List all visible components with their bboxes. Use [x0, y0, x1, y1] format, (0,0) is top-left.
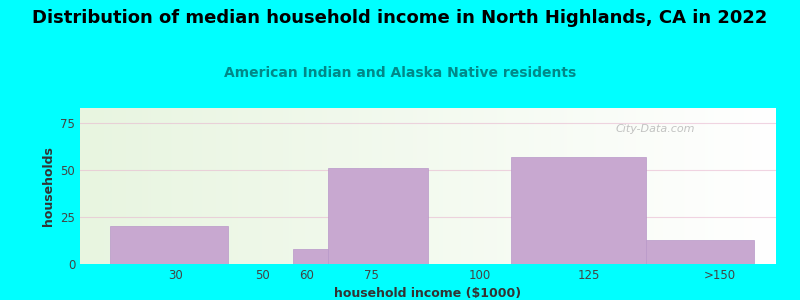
Bar — [293, 249, 328, 264]
Bar — [110, 226, 228, 264]
Y-axis label: households: households — [42, 146, 54, 226]
Text: Distribution of median household income in North Highlands, CA in 2022: Distribution of median household income … — [32, 9, 768, 27]
X-axis label: household income ($1000): household income ($1000) — [334, 287, 522, 300]
Bar — [646, 240, 754, 264]
Bar — [328, 168, 428, 264]
Text: City-Data.com: City-Data.com — [616, 124, 695, 134]
Bar — [510, 157, 646, 264]
Text: American Indian and Alaska Native residents: American Indian and Alaska Native reside… — [224, 66, 576, 80]
